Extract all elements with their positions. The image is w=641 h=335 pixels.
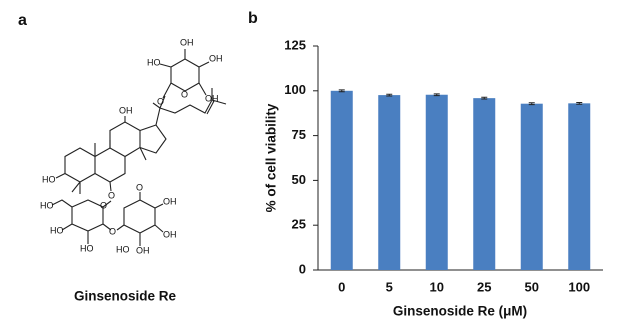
atom-label: HO bbox=[42, 174, 56, 184]
y-tick-label: 50 bbox=[292, 172, 306, 187]
panel-letter: a bbox=[18, 12, 27, 29]
bar bbox=[378, 95, 401, 270]
x-axis-title: Ginsenoside Re (μM) bbox=[393, 304, 527, 319]
y-axis-title: % of cell viability bbox=[264, 103, 279, 212]
x-tick-label: 100 bbox=[568, 279, 590, 294]
structure bbox=[51, 49, 227, 246]
panel-letter: b bbox=[248, 10, 258, 27]
bar bbox=[330, 90, 353, 270]
atom-label: O bbox=[157, 96, 164, 106]
y-tick-label: 25 bbox=[292, 217, 306, 232]
atom-label: OH bbox=[209, 53, 223, 63]
x-tick-label: 50 bbox=[525, 279, 539, 294]
x-tick-label: 5 bbox=[386, 279, 393, 294]
atom-label: HO bbox=[80, 243, 94, 253]
atom-label: O bbox=[108, 190, 115, 200]
atom-label: HO bbox=[147, 57, 161, 67]
atom-label: HO bbox=[40, 200, 54, 210]
atom-label: OH bbox=[163, 196, 177, 206]
y-tick-label: 125 bbox=[284, 37, 306, 52]
atom-label: OH bbox=[163, 229, 177, 239]
atom-label: O bbox=[100, 200, 107, 210]
y-tick-label: 0 bbox=[299, 261, 306, 276]
error-bar bbox=[528, 102, 535, 106]
error-bar bbox=[481, 96, 488, 100]
atom-label: OH bbox=[136, 245, 150, 255]
x-tick-label: 10 bbox=[430, 279, 444, 294]
y-tick-label: 100 bbox=[284, 82, 306, 97]
atom-label: HO bbox=[116, 244, 130, 254]
atom-label: OH bbox=[119, 105, 133, 115]
y-tick-label: 75 bbox=[292, 127, 306, 142]
atom-label: OH bbox=[180, 37, 194, 47]
atom-label: O bbox=[109, 226, 116, 236]
atom-label: O bbox=[136, 182, 143, 192]
bar bbox=[568, 103, 591, 271]
error-bar bbox=[386, 93, 393, 97]
x-tick-label: 25 bbox=[477, 279, 491, 294]
x-tick-label: 0 bbox=[338, 279, 345, 294]
atom-label: O bbox=[181, 89, 188, 99]
error-bar bbox=[338, 89, 345, 93]
structure-caption: Ginsenoside Re bbox=[74, 289, 177, 304]
bar bbox=[425, 94, 448, 270]
atom-label: OH bbox=[205, 93, 219, 103]
error-bar bbox=[576, 101, 583, 105]
atom-label: HO bbox=[50, 225, 64, 235]
error-bar bbox=[433, 93, 440, 97]
bar bbox=[473, 98, 496, 270]
bar bbox=[520, 103, 543, 271]
